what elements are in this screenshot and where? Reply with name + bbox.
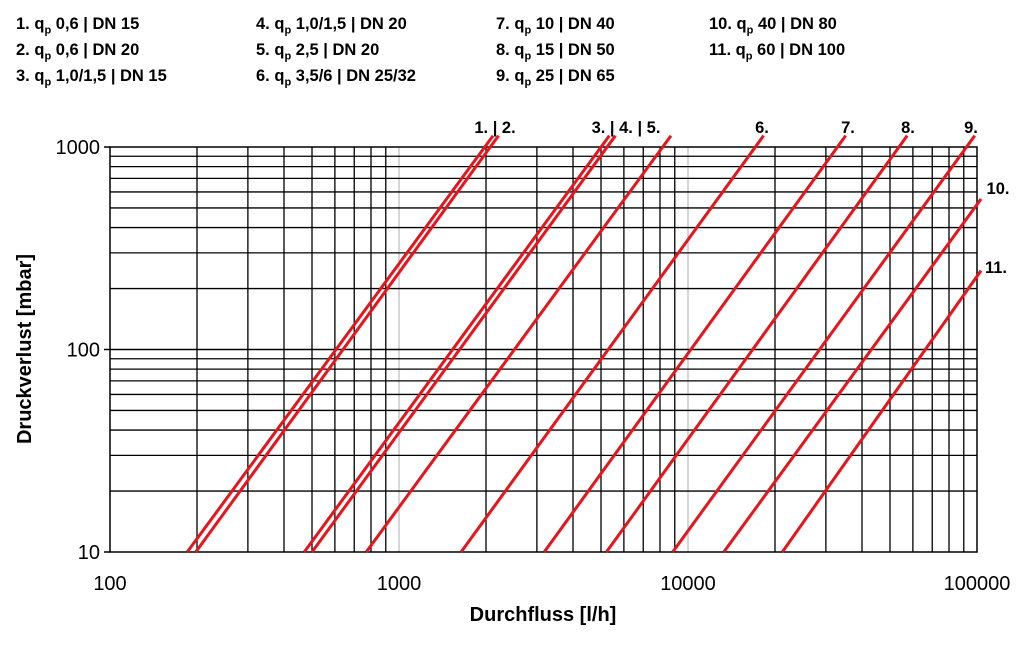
x-tick-label: 100 xyxy=(93,573,126,595)
legend-number: 7. xyxy=(496,15,515,33)
legend-subscript: p xyxy=(284,76,292,89)
x-tick-label: 10000 xyxy=(660,573,716,595)
y-tick-label: 10 xyxy=(78,542,100,564)
series-line xyxy=(542,134,847,553)
legend-symbol: q xyxy=(274,41,285,59)
legend-symbol: q xyxy=(274,67,285,85)
legend-number: 4. xyxy=(256,15,275,33)
legend-number: 3. xyxy=(16,67,35,85)
legend-item: 7. qp 10 | DN 40 xyxy=(496,15,615,36)
legend-text: 1,0/1,5 | DN 20 xyxy=(291,15,407,33)
series-line xyxy=(671,134,976,553)
legend-item: 6. qp 3,5/6 | DN 25/32 xyxy=(256,67,416,88)
line-label: 8. xyxy=(901,119,915,137)
legend-number: 5. xyxy=(256,41,275,59)
legend-symbol: q xyxy=(34,67,45,85)
series-line xyxy=(722,198,983,553)
legend-number: 1. xyxy=(16,15,35,33)
x-axis-title: Durchfluss [l/h] xyxy=(470,604,617,626)
legend-item: 10. qp 40 | DN 80 xyxy=(709,15,837,36)
legend-number: 10. xyxy=(709,15,737,33)
legend-symbol: q xyxy=(736,15,747,33)
legend-symbol: q xyxy=(514,67,525,85)
line-label: 9. xyxy=(964,119,978,137)
legend-symbol: q xyxy=(514,41,525,59)
legend-text: 15 | DN 50 xyxy=(531,41,615,59)
legend-subscript: p xyxy=(44,50,52,63)
series-line xyxy=(194,134,500,553)
legend-text: 25 | DN 65 xyxy=(531,67,615,85)
legend-symbol: q xyxy=(34,41,45,59)
legend-subscript: p xyxy=(524,76,532,89)
legend-text: 60 | DN 100 xyxy=(752,41,846,59)
legend-number: 11. xyxy=(709,41,736,59)
series-line xyxy=(781,269,983,553)
legend-subscript: p xyxy=(524,24,532,37)
series-line xyxy=(303,134,611,553)
series-line xyxy=(459,134,765,553)
line-label: 6. xyxy=(755,119,769,137)
legend-text: 10 | DN 40 xyxy=(531,15,615,33)
line-label: 1. | 2. xyxy=(474,119,515,137)
legend-subscript: p xyxy=(284,24,292,37)
legend-text: 1,0/1,5 | DN 15 xyxy=(51,67,167,85)
legend-number: 6. xyxy=(256,67,275,85)
legend-subscript: p xyxy=(44,76,52,89)
legend-symbol: q xyxy=(274,15,285,33)
x-tick-label: 100000 xyxy=(944,573,1011,595)
legend-number: 8. xyxy=(496,41,515,59)
legend-text: 0,6 | DN 20 xyxy=(51,41,140,59)
legend-subscript: p xyxy=(524,50,532,63)
line-label: 7. xyxy=(841,119,855,137)
legend-symbol: q xyxy=(34,15,45,33)
line-label: 11. xyxy=(985,259,1007,277)
y-axis-title: Druckverlust [mbar] xyxy=(14,254,36,444)
legend-symbol: q xyxy=(514,15,525,33)
legend-item: 8. qp 15 | DN 50 xyxy=(496,41,615,62)
line-label: 3. | 4. | 5. xyxy=(592,119,661,137)
legend-item: 5. qp 2,5 | DN 20 xyxy=(256,41,379,62)
legend-item: 1. qp 0,6 | DN 15 xyxy=(16,15,139,36)
legend-subscript: p xyxy=(745,50,753,63)
legend-number: 2. xyxy=(16,41,35,59)
legend: 1. qp 0,6 | DN 15 2. qp 0,6 | DN 20 3. qp … xyxy=(0,0,1024,100)
line-label: 10. xyxy=(987,180,1010,198)
legend-text: 3,5/6 | DN 25/32 xyxy=(291,67,416,85)
y-tick-label: 100 xyxy=(67,340,100,362)
legend-symbol: q xyxy=(735,41,746,59)
series-line xyxy=(310,134,617,553)
legend-item: 9. qp 25 | DN 65 xyxy=(496,67,615,88)
legend-text: 0,6 | DN 15 xyxy=(51,15,140,33)
legend-subscript: p xyxy=(44,24,52,37)
legend-item: 2. qp 0,6 | DN 20 xyxy=(16,41,139,62)
series-line xyxy=(605,134,909,553)
legend-item: 11. qp 60 | DN 100 xyxy=(709,41,845,62)
x-tick-label: 1000 xyxy=(377,573,422,595)
legend-number: 9. xyxy=(496,67,515,85)
legend-subscript: p xyxy=(746,24,754,37)
legend-item: 3. qp 1,0/1,5 | DN 15 xyxy=(16,67,167,88)
legend-subscript: p xyxy=(284,50,292,63)
legend-item: 4. qp 1,0/1,5 | DN 20 xyxy=(256,15,407,36)
y-tick-label: 1000 xyxy=(56,137,101,159)
series-line xyxy=(364,134,673,553)
series-line xyxy=(186,134,495,553)
legend-text: 40 | DN 80 xyxy=(753,15,837,33)
legend-text: 2,5 | DN 20 xyxy=(291,41,380,59)
